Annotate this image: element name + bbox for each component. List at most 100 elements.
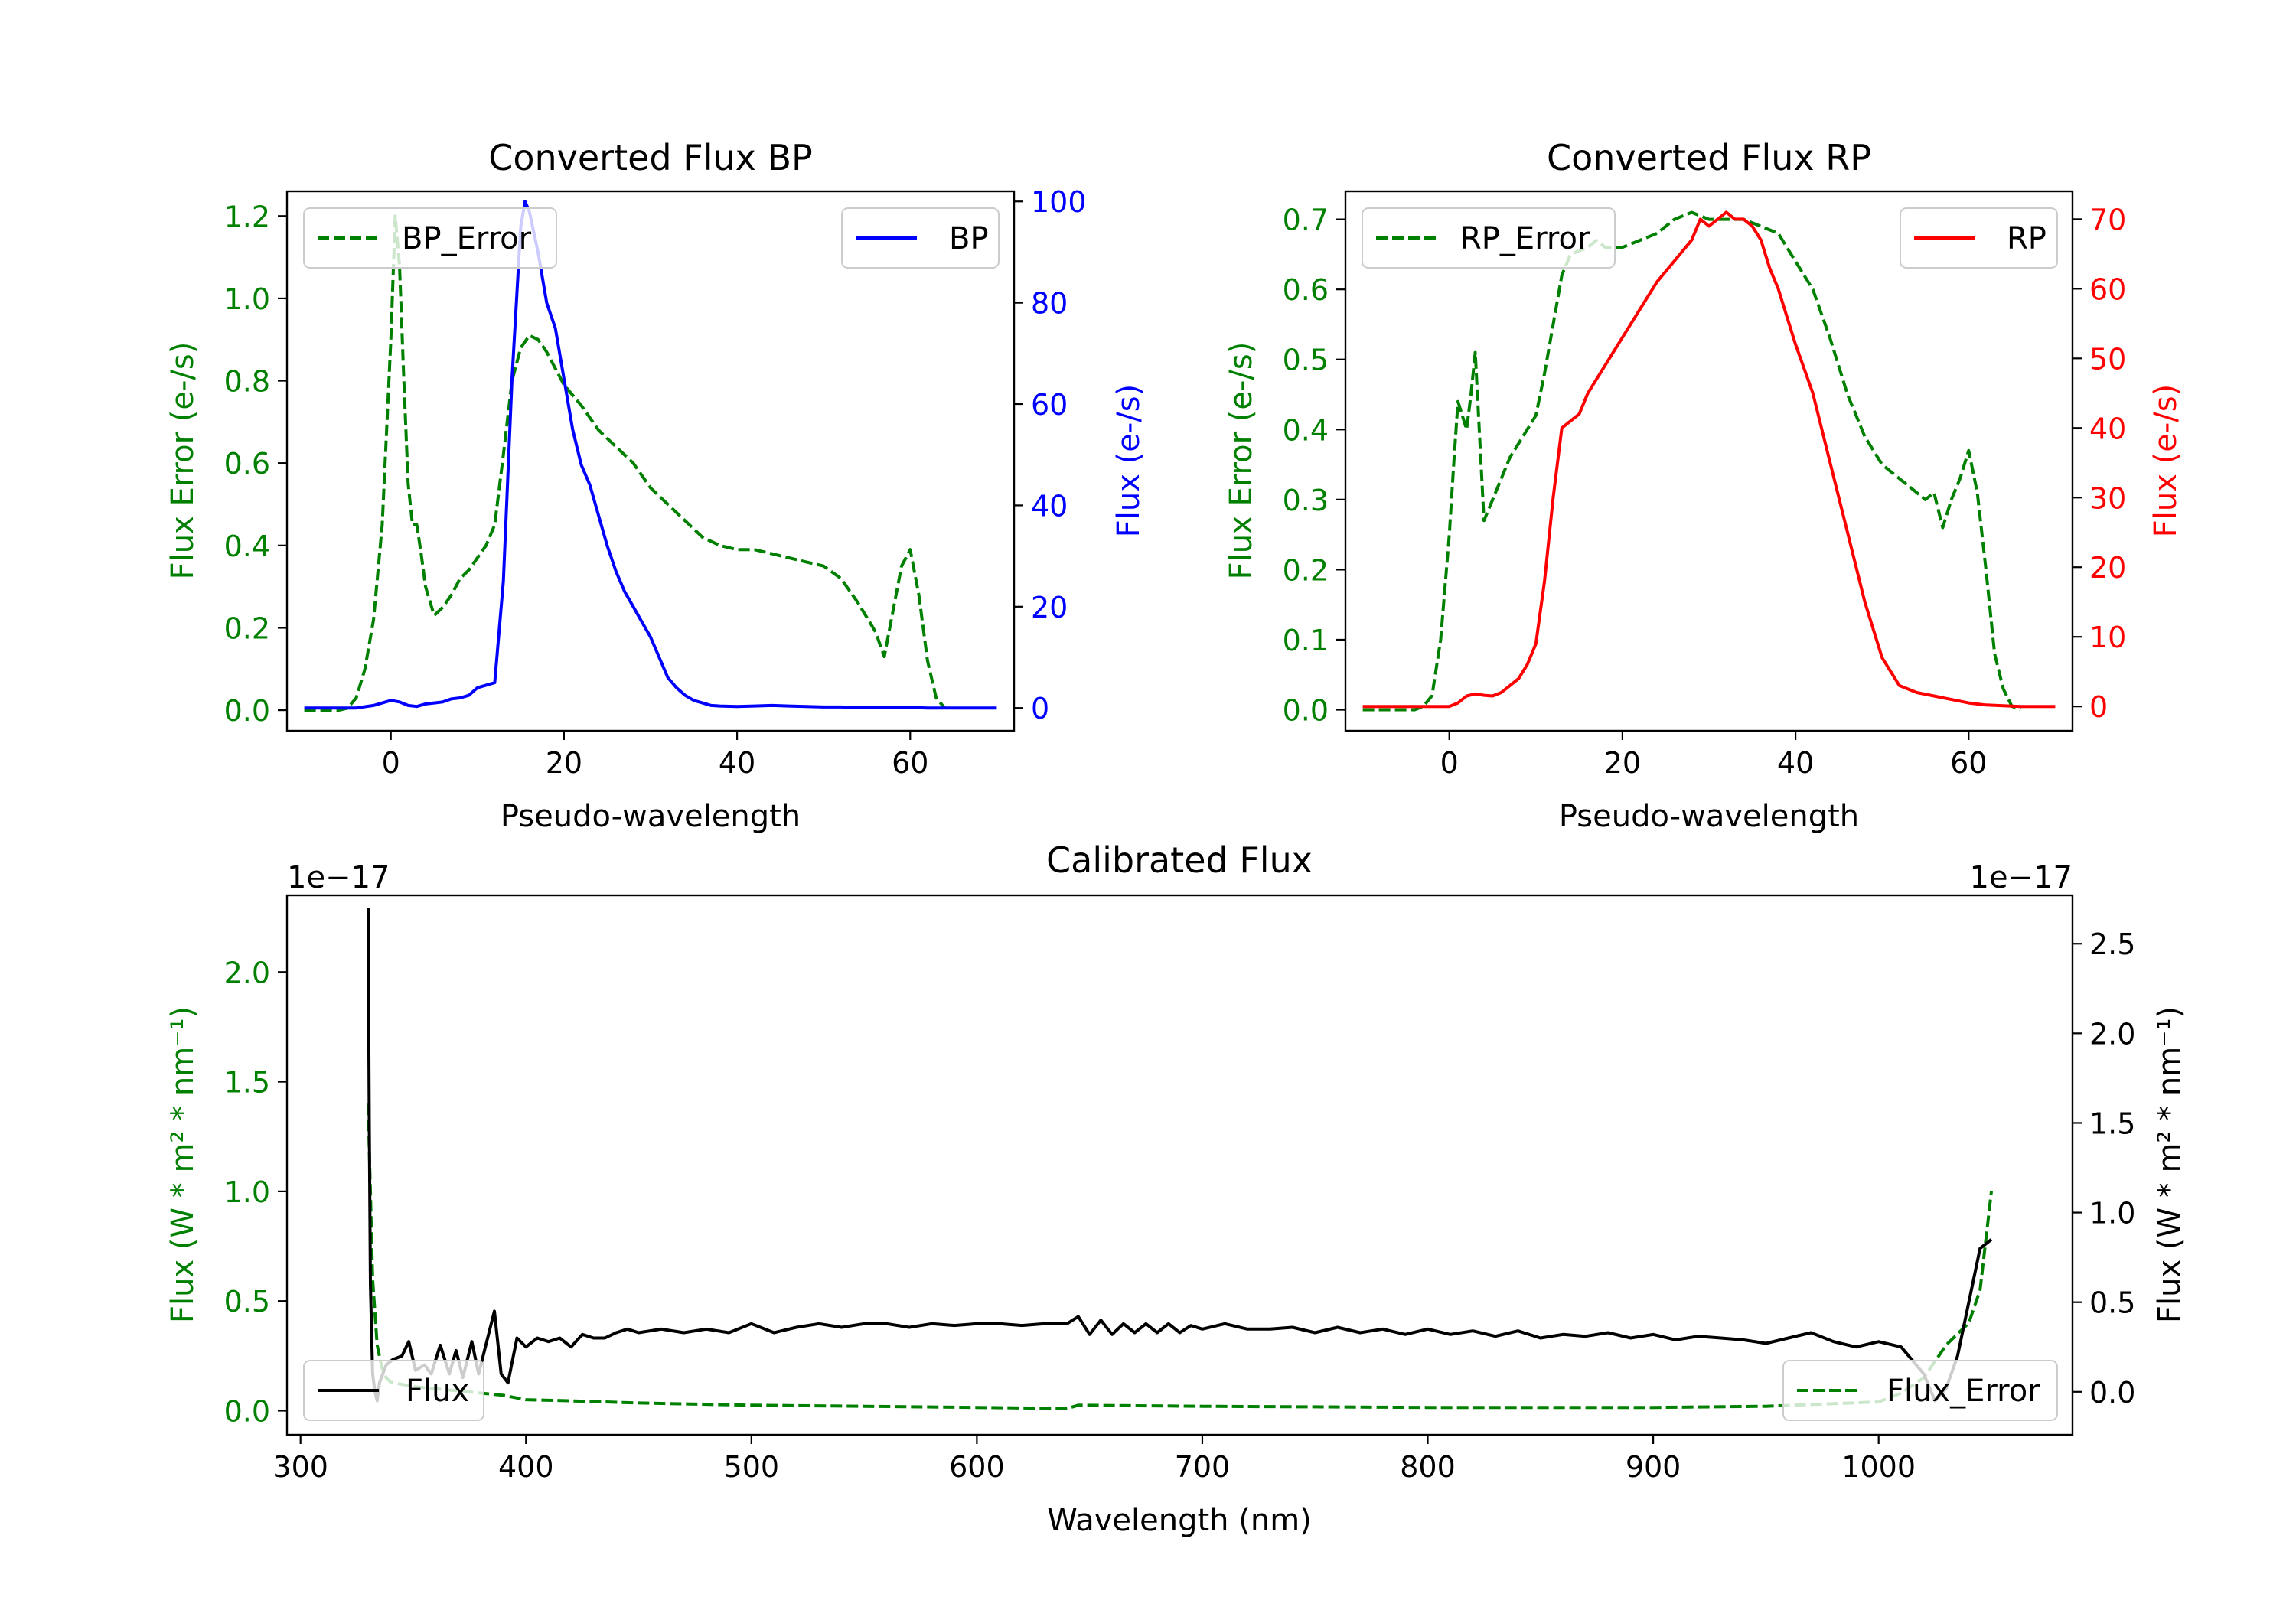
bp-left-tick-label: 0.4	[224, 530, 270, 563]
cal-x-tick-label: 600	[949, 1450, 1005, 1484]
cal-right-tick-label: 2.5	[2089, 927, 2135, 961]
bp-right-tick-label: 60	[1031, 388, 1068, 422]
bp-legend-flux: BP	[841, 207, 1000, 269]
bp-left-tick-label: 1.2	[224, 200, 270, 233]
calibrated-left-offset: 1e−17	[287, 860, 390, 895]
cal-left-tick-label: 0.5	[224, 1285, 270, 1319]
rp-right-tick-label: 30	[2089, 481, 2126, 515]
rp-x-tick-label: 0	[1440, 746, 1459, 780]
rp-x-ticks: 0 20 40 60	[1440, 731, 1987, 780]
calibrated-left-y-label: Flux (W * m² * nm⁻¹)	[165, 1006, 201, 1323]
rp-legend-error-label: RP_Error	[1460, 221, 1590, 256]
cal-right-tick-label: 2.0	[2089, 1017, 2135, 1051]
rp-left-tick-label: 0.3	[1283, 484, 1329, 517]
rp-legend-flux-box	[1900, 207, 2058, 269]
calibrated-legend-flux-label: Flux	[406, 1374, 469, 1409]
bp-right-tick-label: 100	[1031, 185, 1087, 219]
calibrated-legend-error-label: Flux_Error	[1887, 1374, 2040, 1409]
cal-x-tick-label: 500	[724, 1450, 780, 1484]
calibrated-legend-error-box	[1782, 1360, 2058, 1421]
calibrated-right-y-label: Flux (W * m² * nm⁻¹)	[2152, 1006, 2187, 1323]
cal-x-tick-label: 1000	[1841, 1450, 1916, 1484]
rp-right-tick-label: 50	[2089, 342, 2126, 376]
bp-x-label: Pseudo-wavelength	[501, 799, 801, 834]
cal-left-tick-label: 1.0	[224, 1175, 270, 1209]
bp-x-ticks: 0 20 40 60	[382, 731, 928, 780]
cal-x-tick-label: 300	[272, 1450, 328, 1484]
bp-left-tick-label: 1.0	[224, 282, 270, 316]
calibrated-x-label: Wavelength (nm)	[1047, 1503, 1312, 1538]
bp-legend-error-label: BP_Error	[402, 221, 532, 256]
rp-right-tick-label: 10	[2089, 621, 2126, 654]
bp-title: Converted Flux BP	[488, 137, 813, 178]
bp-left-tick-label: 0.6	[224, 447, 270, 481]
bp-left-tick-label: 0.0	[224, 694, 270, 728]
rp-x-tick-label: 20	[1604, 746, 1641, 780]
cal-left-tick-label: 1.5	[224, 1066, 270, 1100]
bp-flux-line	[304, 200, 997, 710]
calibrated-x-ticks: 300 400 500 600 700 800 900 1000	[272, 1435, 1916, 1484]
rp-right-tick-label: 70	[2089, 203, 2126, 236]
rp-right-y-label: Flux (e-/s)	[2148, 384, 2183, 537]
rp-axes-frame	[1344, 190, 2074, 732]
bp-left-ticks: 0.0 0.2 0.4 0.6 0.8 1.0 1.2	[224, 200, 287, 728]
calibrated-axes-frame	[285, 894, 2074, 1436]
rp-legend-error: RP_Error	[1362, 207, 1616, 269]
bp-right-tick-label: 20	[1031, 591, 1068, 624]
rp-title: Converted Flux RP	[1547, 137, 1871, 178]
rp-right-tick-label: 0	[2089, 690, 2108, 724]
rp-right-tick-label: 60	[2089, 272, 2126, 306]
calibrated-title: Calibrated Flux	[1046, 839, 1313, 881]
cal-x-tick-label: 900	[1626, 1450, 1681, 1484]
calibrated-right-offset: 1e−17	[1970, 860, 2073, 895]
cal-right-tick-label: 0.5	[2089, 1286, 2135, 1320]
rp-plot-area	[1362, 210, 2056, 712]
rp-left-ticks: 0.0 0.1 0.2 0.3 0.4 0.5 0.6 0.7	[1283, 204, 1345, 728]
bp-legend-error-box	[303, 207, 557, 269]
bp-x-tick-label: 0	[382, 746, 400, 780]
cal-x-tick-label: 700	[1175, 1450, 1231, 1484]
rp-left-tick-label: 0.1	[1283, 624, 1329, 657]
rp-legend-flux: RP	[1900, 207, 2058, 269]
rp-left-y-label: Flux Error (e-/s)	[1224, 342, 1259, 580]
rp-left-tick-label: 0.5	[1283, 344, 1329, 377]
bp-plot-area	[304, 200, 997, 712]
rp-flux-line	[1362, 210, 2056, 709]
rp-legend-flux-label: RP	[2007, 221, 2047, 256]
rp-x-tick-label: 40	[1777, 746, 1814, 780]
calibrated-legend-error: Flux_Error	[1782, 1360, 2058, 1421]
bp-left-tick-label: 0.8	[224, 365, 270, 399]
bp-axes-frame	[285, 190, 1016, 732]
rp-error-line	[1362, 210, 2021, 712]
rp-left-tick-label: 0.6	[1283, 273, 1329, 307]
bp-error-line	[304, 214, 947, 712]
cal-left-tick-label: 2.0	[224, 956, 270, 989]
rp-right-tick-label: 40	[2089, 412, 2126, 445]
calibrated-panel: Calibrated Flux 1e−17 1e−17 300 400 500 600…	[165, 839, 2187, 1538]
rp-right-ticks: 0 10 20 30 40 50 60 70	[2073, 203, 2126, 724]
cal-right-tick-label: 1.0	[2089, 1197, 2135, 1231]
bp-right-y-label: Flux (e-/s)	[1111, 384, 1146, 537]
bp-x-tick-label: 20	[546, 746, 582, 780]
bp-x-tick-label: 60	[892, 746, 928, 780]
cal-right-tick-label: 0.0	[2089, 1376, 2135, 1410]
rp-left-tick-label: 0.4	[1283, 413, 1329, 447]
rp-x-tick-label: 60	[1950, 746, 1987, 780]
calibrated-legend-flux-box	[303, 1360, 484, 1421]
bp-panel: Converted Flux BP 0 20 40 60 0.00.20.40.60.…	[165, 137, 1146, 834]
cal-right-tick-label: 1.5	[2089, 1107, 2135, 1140]
rp-left-tick-label: 0.2	[1283, 553, 1329, 587]
rp-left-tick-label: 0.7	[1283, 204, 1329, 237]
rp-left-tick-label: 0.0	[1283, 694, 1329, 728]
bp-x-tick-label: 40	[719, 746, 755, 780]
bp-legend-error: BP_Error	[303, 207, 557, 269]
bp-left-y-label: Flux Error (e-/s)	[165, 342, 201, 580]
bp-left-tick-label: 0.2	[224, 611, 270, 645]
bp-right-tick-label: 80	[1031, 287, 1068, 321]
cal-x-tick-label: 800	[1400, 1450, 1456, 1484]
cal-x-tick-label: 400	[498, 1450, 554, 1484]
calibrated-legend-flux: Flux	[303, 1360, 484, 1421]
cal-left-tick-label: 0.0	[224, 1394, 270, 1428]
rp-panel: Converted Flux RP 0 20 40 60 0.00.10.20.30.…	[1224, 137, 2183, 834]
